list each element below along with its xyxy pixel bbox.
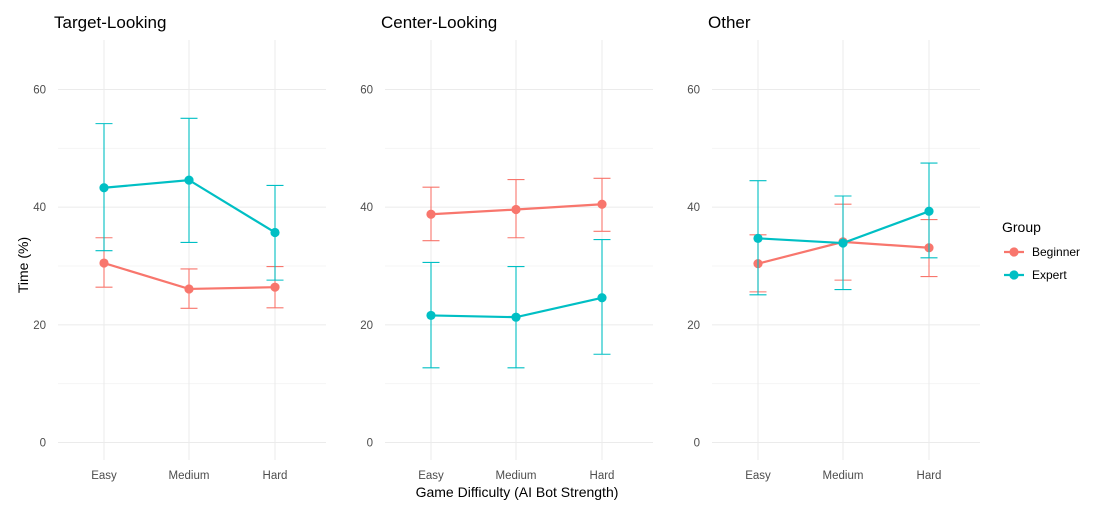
legend-title: Group	[1002, 219, 1041, 235]
data-point	[184, 175, 194, 185]
y-tick-label: 40	[33, 202, 46, 214]
series-expert	[422, 238, 611, 369]
y-tick-label: 60	[687, 85, 700, 97]
data-point	[270, 227, 280, 238]
x-tick-label: Medium	[823, 470, 864, 482]
legend-entry-expert: Expert	[1004, 268, 1067, 282]
y-tick-label: 20	[687, 320, 700, 332]
data-point	[270, 282, 280, 292]
x-tick-label: Easy	[91, 470, 117, 482]
data-point	[924, 206, 934, 216]
x-tick-label: Hard	[590, 470, 615, 482]
y-tick-label: 60	[360, 85, 373, 97]
legend-label: Expert	[1032, 268, 1067, 282]
panel-other: Other 0 20 40 60 Easy Medium Hard	[687, 13, 980, 482]
y-axis-title: Time (%)	[15, 237, 31, 293]
panel-title: Other	[708, 13, 751, 32]
y-tick-label: 40	[687, 202, 700, 214]
panel-center-looking: Center-Looking 0 20 40 60 Easy Medium Hard	[360, 13, 653, 482]
series-beginner	[422, 177, 611, 242]
legend-label: Beginner	[1032, 245, 1080, 259]
legend-key-point	[1009, 270, 1019, 280]
data-point	[511, 204, 521, 215]
data-point	[99, 183, 109, 193]
series-expert	[95, 117, 284, 281]
data-point	[426, 209, 436, 219]
data-point	[597, 293, 607, 303]
legend-entry-beginner: Beginner	[1004, 245, 1080, 259]
data-point	[426, 310, 436, 321]
x-tick-label: Easy	[418, 470, 444, 482]
data-point	[597, 199, 607, 209]
x-tick-label: Medium	[496, 470, 537, 482]
x-tick-label: Easy	[745, 470, 771, 482]
x-axis-title: Game Difficulty (AI Bot Strength)	[416, 484, 619, 500]
legend: Group Beginner Expert	[1002, 219, 1080, 282]
series-expert	[749, 162, 938, 296]
x-tick-label: Hard	[917, 470, 942, 482]
data-point	[753, 233, 763, 243]
y-tick-label: 20	[360, 320, 373, 332]
x-tick-label: Hard	[263, 470, 288, 482]
y-tick-label: 0	[40, 438, 46, 450]
x-tick-label: Medium	[169, 470, 210, 482]
y-tick-label: 40	[360, 202, 373, 214]
data-point	[511, 312, 521, 322]
panel-title: Center-Looking	[381, 13, 497, 32]
legend-key-point	[1009, 247, 1019, 257]
y-tick-label: 0	[694, 438, 700, 450]
y-tick-label: 0	[367, 438, 373, 450]
data-point	[838, 238, 848, 248]
y-tick-label: 60	[33, 85, 46, 97]
y-tick-label: 20	[33, 320, 46, 332]
data-point	[99, 258, 109, 268]
panel-title: Target-Looking	[54, 13, 166, 32]
data-point	[184, 284, 194, 294]
panel-target-looking: Target-Looking 0 20 40 60 Easy Medium Hard	[33, 13, 326, 482]
